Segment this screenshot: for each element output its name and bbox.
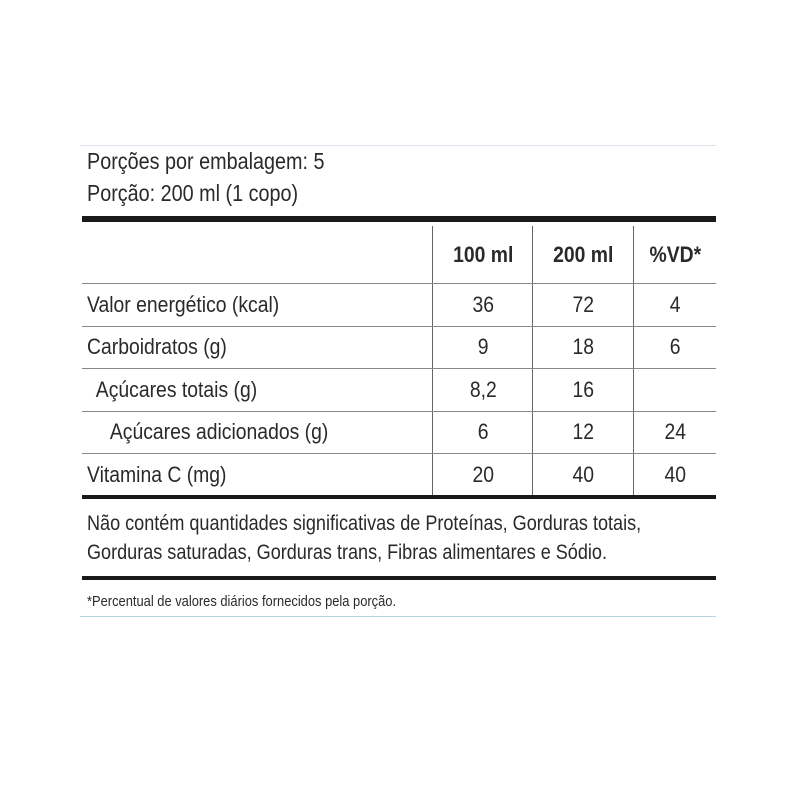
column-header-200ml: 200 ml bbox=[532, 226, 634, 283]
nutrient-grid: 100 ml 200 ml %VD* Valor energético (kca… bbox=[82, 226, 716, 496]
table-row: Carboidratos (g) 9 18 6 bbox=[82, 326, 717, 369]
nutrient-label: Vitamina C (mg) bbox=[87, 461, 227, 487]
value-100ml: 9 bbox=[432, 326, 533, 368]
value-200ml: 72 bbox=[532, 284, 634, 326]
value-100ml: 8,2 bbox=[432, 369, 533, 411]
servings-per-package: Porções por embalagem: 5 bbox=[87, 148, 325, 174]
table-row: Valor energético (kcal) 36 72 4 bbox=[82, 284, 716, 327]
thick-divider bbox=[82, 216, 716, 222]
table-row: Açúcares adicionados (g) 6 12 24 bbox=[82, 411, 717, 454]
value-vd: 6 bbox=[633, 326, 717, 368]
value-100ml: 36 bbox=[432, 284, 533, 326]
table-row: Vitamina C (mg) 20 40 40 bbox=[82, 454, 716, 496]
note-line-1: Não contém quantidades significativas de… bbox=[87, 512, 642, 535]
value-vd: 4 bbox=[633, 284, 717, 326]
value-200ml: 40 bbox=[532, 454, 634, 496]
column-header-row: 100 ml 200 ml %VD* bbox=[82, 226, 716, 284]
column-header-100ml: 100 ml bbox=[432, 226, 533, 283]
footnote: *Percentual de valores diários fornecido… bbox=[87, 593, 397, 610]
value-100ml: 20 bbox=[432, 454, 533, 496]
table-row: Açúcares totais (g) 8,2 16 bbox=[82, 369, 716, 412]
nutrient-label: Carboidratos (g) bbox=[87, 334, 227, 360]
value-vd: 40 bbox=[633, 454, 717, 496]
nutrient-label: Açúcares adicionados (g) bbox=[109, 419, 329, 445]
value-200ml: 18 bbox=[532, 326, 634, 368]
column-header-vd: %VD* bbox=[633, 226, 717, 283]
value-200ml: 16 bbox=[532, 369, 634, 411]
nutrient-label: Açúcares totais (g) bbox=[95, 376, 258, 402]
serving-size: Porção: 200 ml (1 copo) bbox=[87, 180, 299, 206]
nutrition-facts-table: Porções por embalagem: 5 Porção: 200 ml … bbox=[80, 145, 716, 617]
value-vd: 24 bbox=[633, 411, 717, 453]
value-vd bbox=[633, 369, 717, 411]
value-100ml: 6 bbox=[432, 411, 533, 453]
thick-divider bbox=[82, 576, 716, 580]
thick-divider bbox=[82, 495, 716, 499]
value-200ml: 12 bbox=[532, 411, 634, 453]
note-line-2: Gorduras saturadas, Gorduras trans, Fibr… bbox=[87, 541, 607, 564]
nutrient-label: Valor energético (kcal) bbox=[87, 291, 280, 317]
